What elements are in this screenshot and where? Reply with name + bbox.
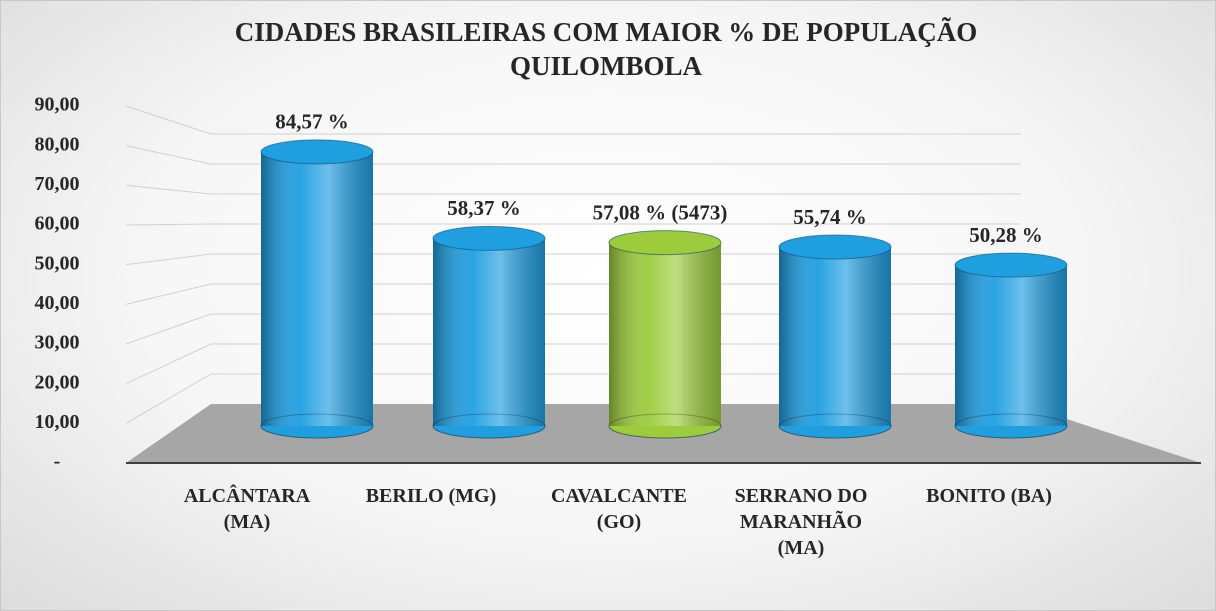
grid-line bbox=[125, 223, 212, 226]
value-label: 58,37 % bbox=[447, 196, 521, 220]
x-tick-label: SERRANO DO MARANHÃO (MA) bbox=[734, 485, 868, 559]
value-label: 50,28 % bbox=[969, 223, 1043, 247]
value-label: 55,74 % bbox=[793, 205, 867, 229]
x-tick-label: ALCÂNTARA (MA) bbox=[183, 485, 311, 533]
grid-line bbox=[125, 283, 212, 305]
bar-bottom-edge bbox=[608, 413, 722, 439]
grid-line bbox=[125, 343, 212, 385]
bar-bottom-edge bbox=[260, 413, 374, 439]
grid-line bbox=[125, 253, 212, 266]
grid-line bbox=[125, 313, 212, 345]
value-label: 84,57 % bbox=[275, 110, 349, 134]
bar-top bbox=[954, 252, 1068, 278]
bar-shade bbox=[609, 242, 721, 426]
y-tick-label: 60,00 bbox=[35, 213, 80, 235]
y-tick-label: 90,00 bbox=[35, 94, 80, 116]
x-tick-label: BONITO (BA) bbox=[926, 485, 1052, 507]
x-tick-label: BERILO (MG) bbox=[365, 485, 497, 507]
bar-shade bbox=[955, 265, 1067, 426]
bar-shade bbox=[779, 247, 891, 426]
value-label: 57,08 % (5473) bbox=[593, 200, 728, 224]
bar-bottom-edge bbox=[778, 413, 892, 439]
y-tick-label: 50,00 bbox=[35, 252, 80, 274]
bar-shade bbox=[433, 238, 545, 426]
bar-top bbox=[778, 234, 892, 260]
bar-top bbox=[432, 225, 546, 251]
x-tick-label: CAVALCANTE (GO) bbox=[551, 485, 687, 533]
y-tick-label: - bbox=[54, 451, 61, 473]
chart-title: CIDADES BRASILEIRAS COM MAIOR % DE POPUL… bbox=[234, 17, 978, 81]
grid-line bbox=[125, 184, 212, 195]
grid-line bbox=[125, 373, 212, 424]
bar-top bbox=[260, 139, 374, 165]
y-tick-label: 70,00 bbox=[35, 173, 80, 195]
y-tick-label: 80,00 bbox=[35, 133, 80, 155]
y-tick-label: 20,00 bbox=[35, 371, 80, 393]
bar-bottom-edge bbox=[432, 413, 546, 439]
bar-bottom-edge bbox=[954, 413, 1068, 439]
bar-top bbox=[608, 230, 722, 256]
grid-line bbox=[125, 105, 212, 135]
bar-shade bbox=[261, 151, 373, 426]
y-tick-label: 40,00 bbox=[35, 292, 80, 314]
y-tick-label: 30,00 bbox=[35, 332, 80, 354]
y-tick-label: 10,00 bbox=[35, 411, 80, 433]
grid-line bbox=[125, 145, 212, 165]
